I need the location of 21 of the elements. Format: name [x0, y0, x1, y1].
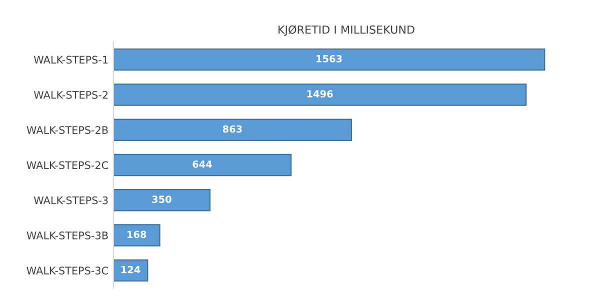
y-tick-label: WALK-STEPS-1 [34, 56, 108, 64]
chart-title: KJØRETID I MILLISEKUND [278, 25, 414, 36]
data-label: 350 [152, 196, 172, 203]
y-tick-label: WALK-STEPS-2B [26, 126, 108, 134]
bar [113, 84, 527, 106]
data-label: 863 [222, 125, 242, 133]
data-label: 1496 [307, 90, 333, 98]
y-tick-label: WALK-STEPS-3 [34, 196, 108, 204]
bar [113, 224, 160, 246]
bar [113, 154, 292, 176]
data-label: 124 [121, 266, 140, 274]
y-tick-label: WALK-STEPS-2 [34, 90, 108, 99]
y-tick-label: WALK-STEPS-3C [26, 266, 108, 275]
data-label: 1563 [316, 55, 342, 62]
data-label: 644 [192, 160, 212, 168]
bar [113, 189, 211, 212]
bar [113, 48, 546, 71]
y-tick-label: WALK-STEPS-3B [26, 232, 108, 240]
bar [113, 118, 352, 141]
data-label: 168 [128, 230, 146, 238]
y-tick-label: WALK-STEPS-2C [26, 161, 108, 170]
